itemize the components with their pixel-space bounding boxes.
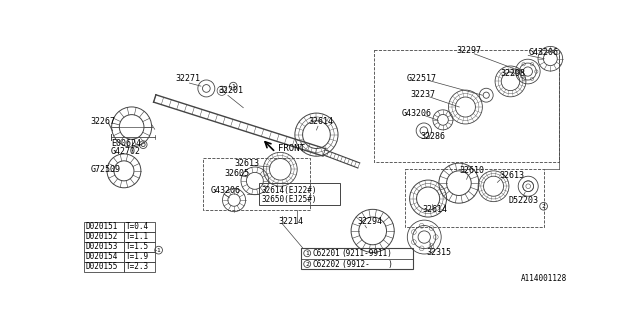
Text: 32214: 32214 [278,217,303,226]
Text: 32614(EJ22#): 32614(EJ22#) [262,186,317,195]
Text: C62201: C62201 [312,249,340,258]
Text: D020154: D020154 [86,252,118,261]
Bar [84,222,124,232]
Text: 32237: 32237 [410,90,435,99]
Text: FRONT: FRONT [278,144,305,153]
Text: 32605: 32605 [224,169,249,178]
Text: 32271: 32271 [175,74,200,83]
Text: 2: 2 [305,261,309,267]
Text: T=2.3: T=2.3 [125,262,148,271]
Bar [301,248,413,269]
Text: 32610: 32610 [459,166,484,175]
Text: T=1.9: T=1.9 [125,252,148,261]
Text: D020155: D020155 [86,262,118,271]
Text: T=1.5: T=1.5 [125,242,148,251]
Text: 1: 1 [305,251,309,256]
Text: A114001128: A114001128 [520,274,567,283]
Text: D52203: D52203 [509,196,539,204]
Bar [84,252,124,262]
Text: G42702: G42702 [111,147,141,156]
Text: 32614: 32614 [308,117,333,126]
Text: 32297: 32297 [456,46,481,55]
Text: (9211-9911): (9211-9911) [342,249,393,258]
Text: 32298: 32298 [500,68,525,77]
Text: 32201: 32201 [219,86,244,95]
Text: 32294: 32294 [357,217,382,226]
Text: 1: 1 [232,84,235,89]
Text: G43206: G43206 [528,48,558,57]
Bar [124,232,155,242]
Bar [204,158,310,210]
Text: G22517: G22517 [406,74,436,83]
Text: 32614: 32614 [422,205,448,214]
Text: (9912-    ): (9912- ) [342,260,393,268]
Text: T=0.4: T=0.4 [125,222,148,231]
Text: 32286: 32286 [420,132,445,141]
Text: C62202: C62202 [312,260,340,268]
Bar [259,183,340,205]
Bar [124,262,155,272]
Text: D020151: D020151 [86,222,118,231]
Text: D020152: D020152 [86,232,118,241]
Bar [124,242,155,252]
Text: G43206: G43206 [211,186,241,195]
Bar [84,242,124,252]
Bar [124,222,155,232]
Text: 32613: 32613 [499,171,524,180]
Bar [405,169,543,227]
Text: G72509: G72509 [91,165,121,174]
Text: 32650(EJ25#): 32650(EJ25#) [262,195,317,204]
Text: 32315: 32315 [427,248,452,257]
Text: E00624: E00624 [111,140,141,148]
Text: 32267: 32267 [91,117,116,126]
Text: 32613: 32613 [234,159,259,168]
Text: T=1.1: T=1.1 [125,232,148,241]
Bar [84,262,124,272]
Text: 1: 1 [157,248,161,253]
Text: D020153: D020153 [86,242,118,251]
Text: 2: 2 [541,204,545,209]
Bar [124,252,155,262]
Text: G43206: G43206 [401,109,431,118]
Bar [84,232,124,242]
Bar [374,50,559,162]
